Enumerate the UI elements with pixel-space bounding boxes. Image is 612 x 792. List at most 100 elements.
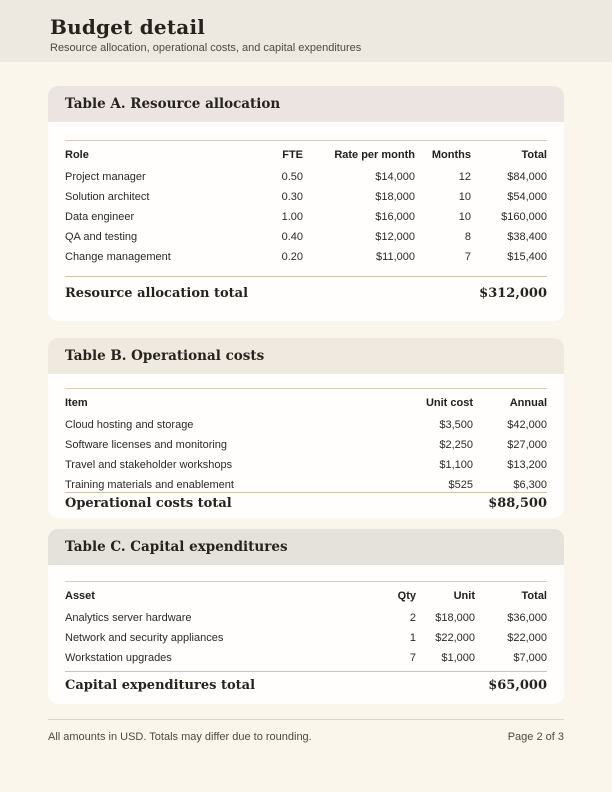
table-c-card: Table C. Capital expenditures Asset Qty … [48, 529, 564, 704]
total-label: Resource allocation total [65, 286, 249, 301]
cell: $16,000 [375, 211, 415, 223]
cell: $160,000 [501, 211, 547, 223]
footer-note: All amounts in USD. Totals may differ du… [48, 731, 312, 743]
cell: $14,000 [375, 171, 415, 183]
page-footer: All amounts in USD. Totals may differ du… [48, 719, 564, 743]
cell: Workstation upgrades [65, 652, 172, 664]
cell: $18,000 [375, 191, 415, 203]
cell: $3,500 [439, 419, 473, 431]
cell: Solution architect [65, 191, 150, 203]
table-row: Software licenses and monitoring $2,250 $2… [65, 435, 547, 455]
cell: Network and security appliances [65, 632, 224, 644]
column-header-annual: Annual [473, 388, 547, 415]
cell: $525 [448, 479, 473, 491]
table-row: QA and testing 0.40 $12,000 8 $38,400 [65, 227, 547, 247]
cell: $42,000 [507, 419, 547, 431]
cell: $7,000 [513, 652, 547, 664]
column-header-months: Months [415, 140, 471, 167]
table-b-title: Table B. Operational costs [48, 338, 564, 374]
table-header-row: Asset Qty Unit Total [65, 581, 547, 608]
cell: Training materials and enablement [65, 479, 234, 491]
table-b-total-row: Operational costs total $88,500 [65, 492, 547, 511]
cell: $22,000 [507, 632, 547, 644]
table-row: Cloud hosting and storage $3,500 $42,000 [65, 415, 547, 435]
cell: 1 [409, 632, 416, 644]
cell: 1.00 [281, 211, 303, 223]
column-header-unit-cost: Unit cost [383, 388, 473, 415]
page-header: Budget detail Resource allocation, opera… [0, 0, 612, 62]
cell: $84,000 [507, 171, 547, 183]
table-b-body: Item Unit cost Annual Cloud hosting and … [48, 374, 564, 514]
table-header-row: Item Unit cost Annual [65, 388, 547, 415]
page-title: Budget detail [50, 15, 206, 39]
cell: $27,000 [507, 439, 547, 451]
cell: $1,100 [439, 459, 473, 471]
cell: $12,000 [375, 231, 415, 243]
table-b-card: Table B. Operational costs Item Unit cos… [48, 338, 564, 518]
cell: Data engineer [65, 211, 135, 223]
total-value: $312,000 [479, 286, 547, 301]
cell: 10 [458, 211, 471, 223]
cell: Analytics server hardware [65, 612, 192, 624]
cell: $36,000 [507, 612, 547, 624]
table-row: Network and security appliances 1 $22,000 $… [65, 628, 547, 648]
table-row: Workstation upgrades 7 $1,000 $7,000 [65, 648, 547, 668]
table-row: Project manager 0.50 $14,000 12 $84,000 [65, 167, 547, 187]
column-header-total: Total [471, 140, 547, 167]
table-c-title: Table C. Capital expenditures [48, 529, 564, 565]
table-a-body: Role FTE Rate per month Months Total Pro… [48, 122, 564, 321]
cell: 0.20 [281, 251, 303, 263]
cell: QA and testing [65, 231, 138, 243]
cell: $6,300 [513, 479, 547, 491]
column-header-asset: Asset [65, 581, 366, 608]
cell: Software licenses and monitoring [65, 439, 228, 451]
cell: 7 [409, 652, 416, 664]
cell: 2 [409, 612, 416, 624]
table-header-row: Role FTE Rate per month Months Total [65, 140, 547, 167]
cell: Travel and stakeholder workshops [65, 459, 233, 471]
table-c-total-row: Capital expenditures total $65,000 [65, 671, 547, 693]
cell: Cloud hosting and storage [65, 419, 194, 431]
table-row: Change management 0.20 $11,000 7 $15,400 [65, 247, 547, 267]
page-subtitle: Resource allocation, operational costs, … [50, 42, 362, 54]
cell: 0.50 [281, 171, 303, 183]
capital-expenditures-table: Asset Qty Unit Total Analytics server ha… [65, 581, 547, 668]
cell: $15,400 [507, 251, 547, 263]
table-row: Data engineer 1.00 $16,000 10 $160,000 [65, 207, 547, 227]
cell: 7 [464, 251, 471, 263]
column-header-fte: FTE [243, 140, 303, 167]
cell: $2,250 [439, 439, 473, 451]
column-header-rate: Rate per month [303, 140, 415, 167]
cell: $54,000 [507, 191, 547, 203]
operational-costs-table: Item Unit cost Annual Cloud hosting and … [65, 388, 547, 492]
cell: Change management [65, 251, 171, 263]
footer-page-number: Page 2 of 3 [507, 731, 564, 743]
cell: $22,000 [435, 632, 475, 644]
resource-allocation-table: Role FTE Rate per month Months Total Pro… [65, 140, 547, 267]
table-a-card: Table A. Resource allocation Role FTE Ra… [48, 86, 564, 321]
cell: 0.30 [281, 191, 303, 203]
cell: 10 [458, 191, 471, 203]
cell: $1,000 [441, 652, 475, 664]
cell: 8 [464, 231, 471, 243]
total-label: Operational costs total [65, 496, 232, 511]
total-value: $88,500 [488, 496, 547, 511]
table-a-title: Table A. Resource allocation [48, 86, 564, 122]
column-header-item: Item [65, 388, 383, 415]
table-row: Travel and stakeholder workshops $1,100 $1… [65, 455, 547, 475]
total-value: $65,000 [488, 678, 547, 693]
cell: $38,400 [507, 231, 547, 243]
cell: $11,000 [376, 251, 415, 263]
table-row: Solution architect 0.30 $18,000 10 $54,000 [65, 187, 547, 207]
cell: $18,000 [435, 612, 475, 624]
cell: 0.40 [281, 231, 303, 243]
cell: Project manager [65, 171, 146, 183]
cell: $13,200 [507, 459, 547, 471]
column-header-total: Total [475, 581, 547, 608]
total-label: Capital expenditures total [65, 678, 256, 693]
cell: 12 [458, 171, 471, 183]
page-content: Table A. Resource allocation Role FTE Ra… [0, 86, 612, 704]
table-row: Analytics server hardware 2 $18,000 $36,000 [65, 608, 547, 628]
table-row: Training materials and enablement $525 $6,… [65, 475, 547, 492]
column-header-qty: Qty [366, 581, 416, 608]
